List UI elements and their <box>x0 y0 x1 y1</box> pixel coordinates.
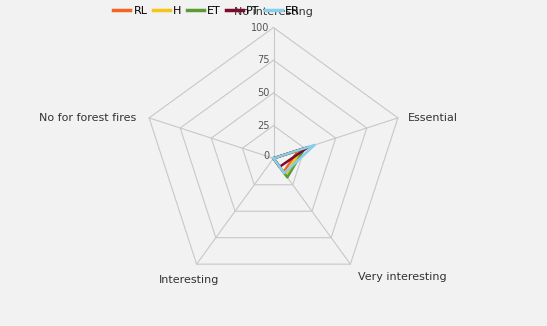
Text: 75: 75 <box>257 55 270 65</box>
Text: Very interesting: Very interesting <box>358 272 447 282</box>
Text: 25: 25 <box>257 121 270 131</box>
Text: Interesting: Interesting <box>159 274 219 285</box>
Text: No for forest fires: No for forest fires <box>39 113 136 123</box>
Text: 100: 100 <box>251 22 270 33</box>
Text: 50: 50 <box>257 88 270 98</box>
Legend: RL, H, ET, PT, ER: RL, H, ET, PT, ER <box>109 1 305 20</box>
Text: Essential: Essential <box>409 113 458 123</box>
Text: No interesting: No interesting <box>234 7 313 17</box>
Text: 0: 0 <box>264 151 270 161</box>
